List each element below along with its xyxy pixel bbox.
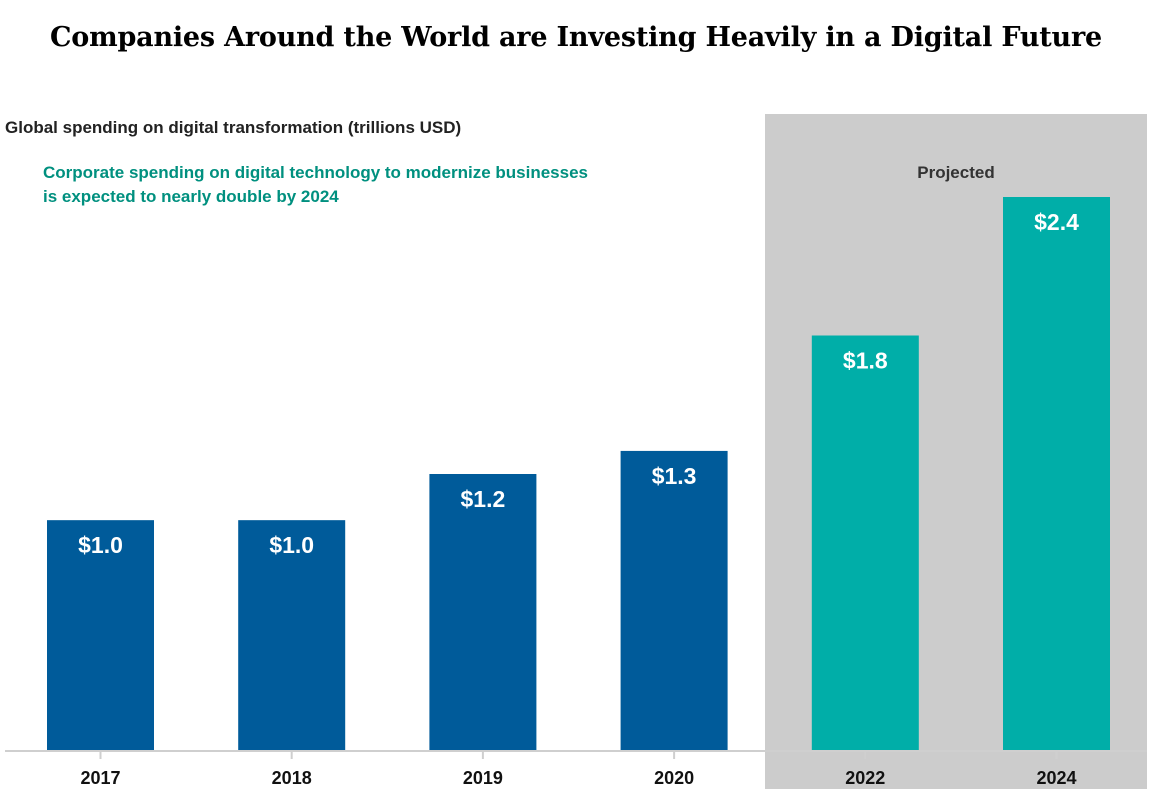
value-label-2024: $2.4 [1034, 209, 1079, 235]
value-label-2020: $1.3 [652, 463, 697, 489]
annotation-line-2: is expected to nearly double by 2024 [43, 187, 339, 206]
x-ticks-group: 2017 2018 2019 2020 2022 2024 [80, 751, 1077, 788]
bar-2017 [47, 520, 154, 751]
bar-2024 [1003, 197, 1110, 751]
bar-2018 [238, 520, 346, 751]
chart-subtitle: Global spending on digital transformatio… [5, 118, 461, 137]
value-label-2018: $1.0 [269, 532, 314, 558]
bar-2019 [429, 474, 537, 751]
bars-group: $1.0 $1.0 $1.2 $1.3 $1.8 $2.4 [47, 197, 1110, 751]
x-tick-label-2022: 2022 [845, 768, 885, 788]
value-label-2017: $1.0 [78, 532, 123, 558]
annotation-line-1: Corporate spending on digital technology… [43, 163, 588, 182]
x-tick-label-2019: 2019 [463, 768, 503, 788]
x-tick-label-2024: 2024 [1036, 768, 1076, 788]
bar-2022 [811, 335, 919, 751]
x-tick-label-2018: 2018 [272, 768, 312, 788]
chart-title: Companies Around the World are Investing… [50, 22, 1102, 53]
bar-2020 [620, 450, 728, 751]
x-tick-label-2017: 2017 [80, 768, 120, 788]
value-label-2019: $1.2 [461, 486, 506, 512]
x-tick-label-2020: 2020 [654, 768, 694, 788]
value-label-2022: $1.8 [843, 348, 888, 374]
projected-label: Projected [917, 163, 994, 182]
